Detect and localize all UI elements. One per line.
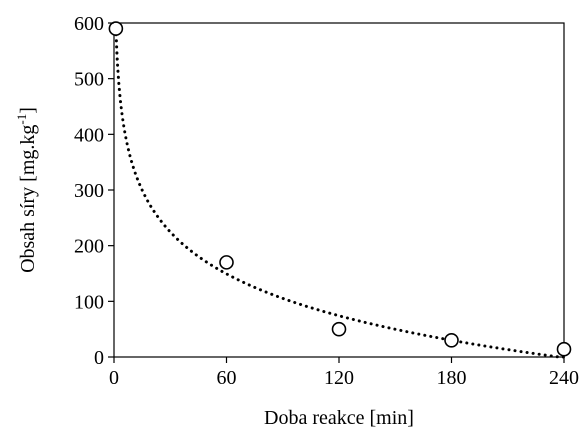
y-tick-label: 400 (74, 124, 104, 146)
data-point (108, 21, 124, 36)
trendline (113, 21, 566, 359)
plot-area (113, 22, 565, 358)
y-tick-label: 500 (74, 69, 104, 91)
x-tick-label: 60 (217, 367, 237, 389)
data-point (219, 255, 234, 270)
y-axis-title-close: ] (17, 107, 39, 114)
y-tick-labels: 0 100 200 300 400 500 600 (74, 13, 104, 369)
y-tick-label: 600 (74, 13, 104, 35)
x-tick-label: 240 (549, 367, 579, 389)
y-axis-title-superscript: -1 (14, 114, 29, 125)
y-axis-title: Obsah síry [mg.kg-1] (14, 107, 39, 273)
x-tick-labels: 0 60 120 180 240 (109, 367, 579, 389)
data-point (444, 332, 459, 348)
y-tick-label: 200 (74, 236, 104, 258)
data-points (108, 21, 572, 357)
y-tick-label: 300 (74, 180, 104, 202)
data-point (331, 321, 347, 337)
y-axis-title-main: Obsah síry [mg.kg (17, 125, 39, 273)
x-tick-label: 180 (437, 367, 467, 389)
data-point (556, 341, 572, 357)
y-tick-label: 0 (94, 347, 104, 369)
x-tick-label: 0 (109, 367, 119, 389)
x-axis-title: Doba reakce [min] (264, 407, 414, 429)
axes (108, 22, 565, 363)
x-tick-label: 120 (324, 367, 354, 389)
trendline-layer (113, 21, 566, 359)
plot-border (113, 22, 565, 358)
y-tick-label: 100 (74, 291, 104, 313)
